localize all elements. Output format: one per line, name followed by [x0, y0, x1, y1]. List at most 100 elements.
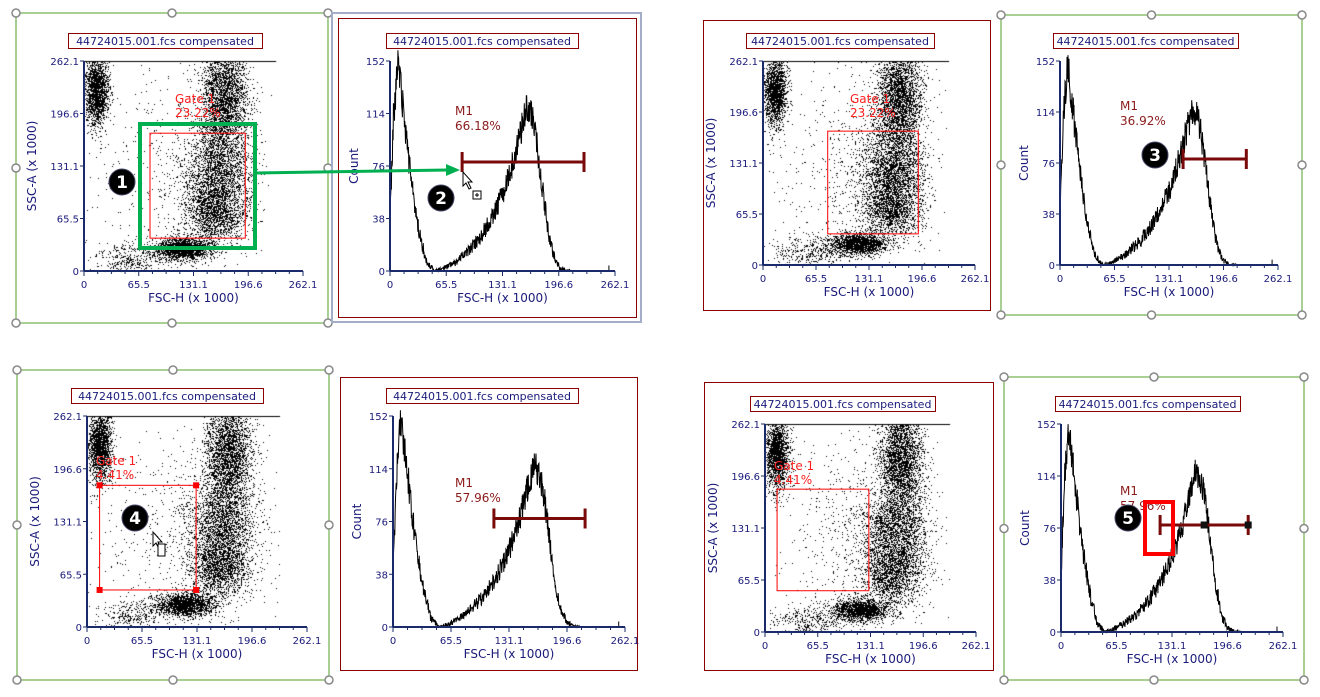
gate-region[interactable]	[776, 488, 870, 592]
resize-handle[interactable]	[1149, 372, 1159, 382]
x-tick-label: 262.1	[1269, 641, 1298, 652]
histogram-trace	[389, 50, 573, 273]
marker-handle[interactable]	[1200, 521, 1208, 529]
dot-plot-panel[interactable]: 44724015.001.fcs compensated 0 65.5 131.1 19…	[704, 382, 994, 671]
gate-handle[interactable]	[193, 586, 200, 593]
selection-frame[interactable]	[331, 12, 642, 323]
histogram-panel[interactable]: 44724015.001.fcs compensated 0 65.5 131.1 19…	[999, 372, 1309, 685]
resize-handle[interactable]	[324, 520, 334, 530]
x-tick-label: 131.1	[183, 636, 212, 647]
red-highlight-box	[1143, 500, 1175, 556]
y-tick-label: 76	[1042, 159, 1055, 170]
gate-region[interactable]	[99, 484, 197, 591]
resize-handle[interactable]	[168, 675, 178, 685]
step-badge-4	[121, 504, 149, 532]
x-tick-label: 196.6	[234, 280, 263, 291]
resize-handle[interactable]	[324, 365, 334, 375]
gate-region[interactable]	[149, 132, 246, 239]
resize-handle[interactable]	[1297, 310, 1307, 320]
y-tick-label: 131.1	[731, 524, 760, 535]
x-tick-label: 0	[1058, 641, 1064, 652]
histogram-panel[interactable]: 44724015.001.fcs compensated 0 65.5 131.1 19…	[331, 12, 642, 323]
x-tick-label: 65.5	[805, 274, 827, 285]
resize-handle[interactable]	[1299, 372, 1309, 382]
resize-handle[interactable]	[168, 365, 178, 375]
gate-region[interactable]	[827, 130, 919, 235]
x-tick-label: 65.5	[1105, 641, 1127, 652]
y-tick-label: 0	[752, 261, 758, 272]
y-tick-label: 114	[369, 465, 388, 476]
marker-name: M1	[455, 104, 473, 118]
plot-title: 44724015.001.fcs compensated	[751, 35, 929, 48]
y-tick-label: 0	[382, 623, 388, 634]
histogram-panel[interactable]: 44724015.001.fcs compensated 0 65.5 131.1 19…	[340, 377, 640, 671]
gate-handle[interactable]	[96, 586, 103, 593]
y-tick-label: 0	[1050, 628, 1056, 639]
dot-plot-panel[interactable]: 44724015.001.fcs compensated 0 65.5 131.1 19…	[11, 8, 333, 328]
resize-handle[interactable]	[323, 8, 333, 18]
dot-plot-panel[interactable]: 44724015.001.fcs compensated 0 65.5 131.1 19…	[703, 20, 991, 311]
resize-handle[interactable]	[999, 372, 1009, 382]
y-tick-label: 76	[375, 518, 388, 529]
resize-handle[interactable]	[999, 675, 1009, 685]
plot-title: 44724015.001.fcs compensated	[754, 398, 932, 411]
y-tick-label: 0	[73, 267, 79, 278]
gate-percent: 23.22%	[175, 106, 221, 120]
dot-plot-panel[interactable]: 44724015.001.fcs compensated 0 65.5 131.1 19…	[12, 365, 334, 685]
resize-handle[interactable]	[11, 8, 21, 18]
gate-name: Gate 1	[175, 92, 215, 106]
x-tick-label: 65.5	[440, 636, 462, 647]
marker-name: M1	[1120, 99, 1138, 113]
resize-handle[interactable]	[11, 163, 21, 173]
resize-handle[interactable]	[999, 523, 1009, 534]
resize-handle[interactable]	[167, 318, 177, 328]
x-tick-label: 131.1	[179, 280, 208, 291]
resize-handle[interactable]	[11, 318, 21, 328]
y-tick-label: 262.1	[53, 412, 82, 423]
resize-handle[interactable]	[1297, 10, 1307, 20]
marker-percent: 66.18%	[455, 119, 501, 133]
step-badge-1	[108, 168, 136, 196]
y-tick-label: 131.1	[50, 162, 79, 173]
resize-handle[interactable]	[324, 675, 334, 685]
gate-percent: 4.41%	[96, 468, 134, 482]
plot-frame	[340, 377, 638, 671]
resize-handle[interactable]	[996, 10, 1006, 20]
resize-handle[interactable]	[12, 520, 22, 530]
plot-title-box	[1053, 33, 1239, 49]
resize-handle[interactable]	[1299, 523, 1309, 534]
resize-handle[interactable]	[167, 8, 177, 18]
resize-handle[interactable]	[996, 160, 1006, 170]
resize-handle[interactable]	[1146, 310, 1157, 320]
x-axis-label: FSC-H (x 1000)	[152, 647, 243, 661]
y-tick-label: 38	[1042, 210, 1055, 221]
resize-handle[interactable]	[1146, 10, 1157, 20]
y-tick-label: 38	[1043, 576, 1056, 587]
resize-handle[interactable]	[12, 675, 22, 685]
step-badge-number: 2	[435, 189, 447, 209]
x-tick-label: 0	[84, 636, 90, 647]
resize-handle[interactable]	[996, 310, 1006, 320]
gate-name: Gate 1	[96, 454, 136, 468]
y-tick-label: 76	[372, 162, 385, 173]
y-tick-label: 196.6	[50, 110, 79, 121]
plot-title-box	[68, 33, 263, 49]
resize-handle[interactable]	[1297, 160, 1307, 170]
resize-handle[interactable]	[1149, 675, 1159, 685]
gate-handle[interactable]	[193, 482, 200, 489]
x-tick-label: 196.6	[909, 641, 938, 652]
histogram-panel[interactable]: 44724015.001.fcs compensated 0 65.5 131.1 19…	[996, 10, 1307, 320]
resize-handle[interactable]	[12, 365, 22, 375]
x-tick-label: 65.5	[128, 280, 150, 291]
y-axis-label: Count	[350, 503, 364, 539]
gate-handle[interactable]	[96, 482, 103, 489]
x-tick-label: 131.1	[1155, 274, 1184, 285]
resize-handle[interactable]	[1299, 675, 1309, 685]
x-tick-label: 0	[81, 280, 87, 291]
plot-title: 44724015.001.fcs compensated	[1059, 398, 1237, 411]
y-tick-label: 65.5	[736, 210, 758, 221]
x-tick-label: 131.1	[856, 641, 885, 652]
marker-handle[interactable]	[1244, 521, 1252, 529]
y-tick-label: 65.5	[57, 215, 79, 226]
resize-handle[interactable]	[323, 318, 333, 328]
